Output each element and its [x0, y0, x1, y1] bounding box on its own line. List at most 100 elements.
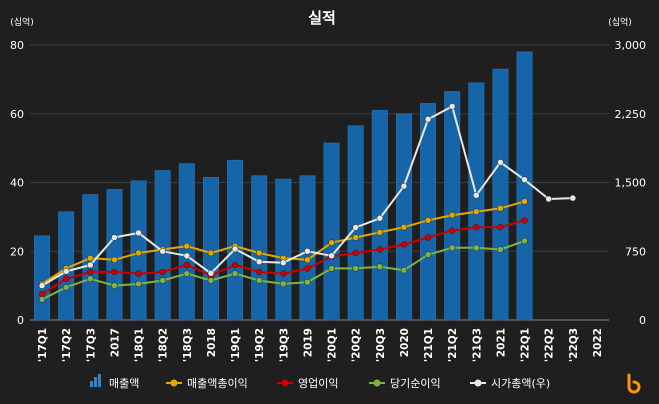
series-point-1 [424, 217, 432, 224]
series-point-4 [159, 248, 166, 255]
series-point-2 [183, 261, 191, 269]
series-point-1 [521, 198, 528, 205]
x-tick-label: '17Q3 [85, 328, 97, 362]
series-point-4 [569, 194, 577, 202]
bar-sales [178, 163, 195, 321]
series-point-2 [448, 227, 456, 234]
series-point-1 [400, 223, 408, 231]
series-point-2 [231, 261, 239, 269]
legend-bar-icon [90, 381, 93, 387]
x-tick-label: 2018 [206, 328, 218, 357]
right-tick-label: 3,000 [615, 39, 647, 52]
series-point-4 [473, 192, 480, 199]
series-point-3 [38, 296, 46, 303]
x-tick-label: '20Q3 [375, 328, 387, 362]
series-point-4 [545, 195, 552, 203]
x-tick-label: '18Q1 [134, 328, 146, 362]
series-point-1 [352, 234, 359, 241]
bar-sales [323, 142, 340, 321]
series-point-2 [352, 249, 359, 257]
x-tick-label: '21Q3 [471, 328, 483, 362]
x-tick-label: '18Q3 [182, 328, 194, 362]
series-point-4 [87, 261, 94, 269]
bar-sales [299, 175, 316, 321]
series-point-4 [62, 268, 70, 275]
series-point-3 [376, 263, 384, 270]
x-tick-label: 2017 [109, 328, 121, 357]
series-point-2 [111, 268, 118, 276]
left-axis-ticks: 0 20 40 60 80 [10, 39, 24, 327]
x-tick-label: '22Q1 [520, 328, 532, 362]
x-tick-label: '22Q2 [544, 328, 556, 362]
right-tick-label: 2,250 [615, 108, 647, 121]
series-point-3 [159, 277, 166, 284]
chart-grid [30, 44, 609, 321]
series-point-1 [207, 249, 215, 257]
bar-sales [347, 125, 364, 321]
series-point-4 [304, 248, 311, 255]
legend-label: 영업이익 [298, 377, 338, 390]
series-point-3 [207, 277, 215, 284]
right-tick-label: 1,500 [615, 177, 647, 190]
legend-marker-icon [170, 379, 178, 387]
series-point-3 [183, 270, 191, 277]
legend-bar-icon [98, 374, 101, 387]
x-tick-label: '21Q2 [447, 328, 459, 362]
x-tick-label: '19Q1 [230, 328, 242, 362]
right-tick-label: 0 [639, 314, 646, 327]
bar-sales [34, 235, 51, 321]
bar-sales [492, 68, 509, 321]
series-point-4 [328, 252, 335, 260]
bar-sales [275, 178, 292, 321]
right-axis-unit-label: (십억) [608, 16, 632, 28]
series-point-1 [135, 249, 142, 257]
series-point-2 [497, 223, 504, 231]
series-point-1 [87, 254, 94, 262]
right-tick-label: 750 [625, 245, 646, 258]
series-point-2 [424, 234, 432, 241]
x-tick-label: '22Q3 [568, 328, 580, 362]
series-point-1 [304, 256, 311, 264]
x-tick-label: '20Q2 [351, 328, 363, 362]
series-point-1 [376, 229, 384, 236]
legend-label: 매출액 [109, 377, 139, 390]
series-point-3 [135, 280, 142, 288]
series-point-4 [521, 176, 528, 183]
brand-logo [627, 373, 641, 394]
series-point-3 [352, 265, 359, 272]
series-point-4 [38, 282, 46, 289]
x-tick-label: '19Q3 [278, 328, 290, 362]
left-tick-label: 60 [10, 108, 24, 121]
series-point-1 [111, 256, 118, 264]
legend-label: 당기순이익 [390, 377, 441, 390]
series-point-2 [376, 246, 384, 253]
x-tick-label: 2022 [592, 328, 604, 357]
x-tick-label: 2020 [399, 328, 411, 357]
x-axis-ticks: '17Q1 '17Q2 '17Q3 2017 '18Q1 '18Q2 '18Q3 2018 '1… [37, 328, 604, 362]
legend-label: 시가총액(우) [491, 377, 550, 390]
series-point-3 [62, 284, 70, 291]
legend-marker-icon [474, 379, 482, 387]
legend-marker-icon [373, 379, 381, 387]
bar-sales [251, 175, 268, 321]
x-tick-label: '17Q1 [37, 328, 49, 362]
chart-legend: 매출액 매출액총이익 영업이익 당기순이익 시가총액(우) [90, 374, 550, 390]
bar-sales [468, 82, 485, 321]
series-point-4 [183, 252, 191, 260]
x-tick-label: '21Q1 [423, 328, 435, 362]
bar-sales [154, 170, 171, 321]
bar-sales [227, 159, 244, 321]
series-point-4 [231, 245, 239, 253]
bar-sales [444, 91, 461, 321]
series-point-3 [400, 266, 408, 274]
chart-title: 실적 [308, 9, 336, 27]
series-point-3 [255, 277, 263, 284]
bar-sales [202, 177, 219, 321]
x-tick-label: '17Q2 [61, 328, 73, 362]
series-point-1 [497, 205, 504, 212]
x-tick-label: '18Q2 [158, 328, 170, 362]
x-tick-label: '20Q1 [327, 328, 339, 362]
series-point-4 [280, 259, 287, 266]
series-point-1 [255, 249, 263, 257]
